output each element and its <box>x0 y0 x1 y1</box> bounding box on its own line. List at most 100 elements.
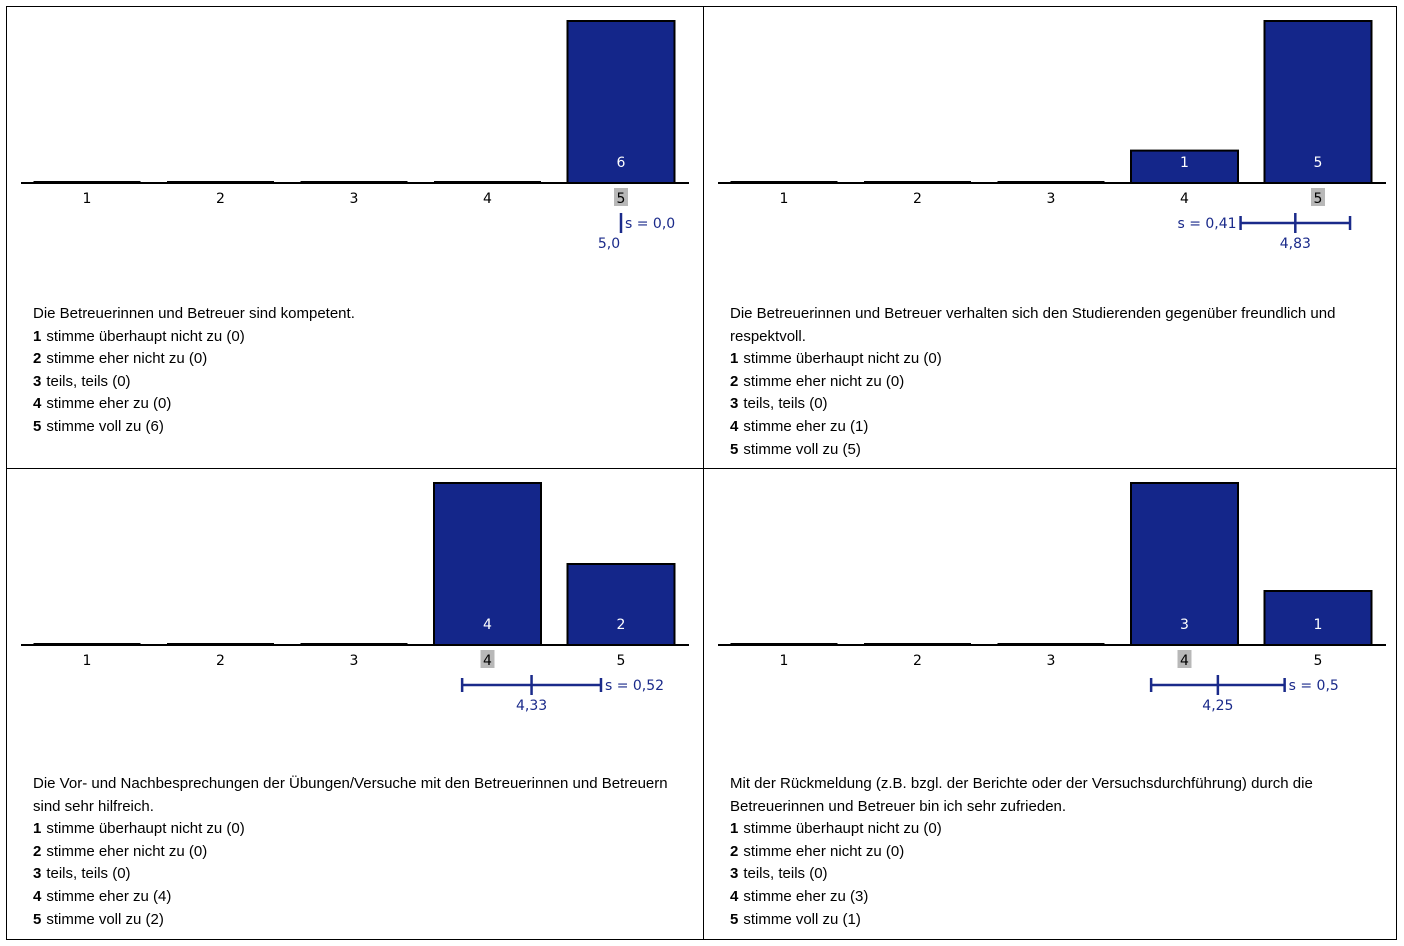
chart-svg-4: 3 1 1 2 3 4 5 4,25 s = 0,5 <box>718 482 1386 714</box>
option-3-3: 3 teils, teils (0) <box>33 863 673 886</box>
panel-2: 1 5 1 2 3 4 5 4,83 s = 0,41 Die Betreuerinnen un… <box>704 7 1396 469</box>
option-number: 5 <box>730 440 739 458</box>
option-number: 5 <box>33 910 42 928</box>
bar-4 <box>433 482 542 646</box>
chart-svg-2: 1 5 1 2 3 4 5 4,83 s = 0,41 <box>718 20 1386 252</box>
tick-label-4: 4 <box>1180 653 1189 669</box>
question-block-1: Die Betreuerinnen und Betreuer sind komp… <box>33 303 673 439</box>
option-text: stimme voll zu (6) <box>46 417 164 435</box>
option-4-2: 2 stimme eher nicht zu (0) <box>730 841 1370 864</box>
option-3-2: 2 stimme eher nicht zu (0) <box>33 841 673 864</box>
median-highlight <box>1177 650 1192 668</box>
option-number: 3 <box>730 865 739 883</box>
mean-label: 4,33 <box>516 698 547 714</box>
median-highlight <box>480 650 495 668</box>
tick-label-1: 1 <box>780 191 789 207</box>
option-text: teils, teils (0) <box>743 395 828 413</box>
option-1-4: 4 stimme eher zu (0) <box>33 393 673 416</box>
option-2-4: 4 stimme eher zu (1) <box>730 416 1370 439</box>
option-1-5: 5 stimme voll zu (6) <box>33 416 673 439</box>
option-number: 2 <box>730 372 739 390</box>
tick-label-5: 5 <box>1314 191 1323 207</box>
tick-label-2: 2 <box>216 653 225 669</box>
tick-label-1: 1 <box>780 653 789 669</box>
bar-chart-4: 3 1 1 2 3 4 5 4,25 s = 0,5 <box>704 469 1394 731</box>
bar-value-label: 1 <box>1314 617 1323 633</box>
option-3-1: 1 stimme überhaupt nicht zu (0) <box>33 818 673 841</box>
option-text: stimme eher nicht zu (0) <box>46 350 208 368</box>
option-number: 1 <box>730 350 739 368</box>
panel-1: 6 1 2 3 4 5 5,0 s = 0,0 Die Betreuerinnen und B… <box>7 7 704 469</box>
tick-label-2: 2 <box>216 191 225 207</box>
option-text: stimme voll zu (1) <box>743 910 861 928</box>
mean-label: 4,25 <box>1202 698 1233 714</box>
option-4-5: 5 stimme voll zu (1) <box>730 909 1370 932</box>
tick-label-5: 5 <box>1314 653 1323 669</box>
question-block-2: Die Betreuerinnen und Betreuer verhalten… <box>730 303 1370 461</box>
option-text: stimme eher zu (3) <box>743 887 869 905</box>
bar-chart-1: 6 1 2 3 4 5 5,0 s = 0,0 <box>7 7 697 269</box>
option-number: 2 <box>33 842 42 860</box>
tick-label-2: 2 <box>913 653 922 669</box>
option-number: 5 <box>33 417 42 435</box>
question-block-4: Mit der Rückmeldung (z.B. bzgl. der Beri… <box>730 773 1370 931</box>
sd-label: s = 0,41 <box>1177 216 1236 232</box>
option-number: 1 <box>730 820 739 838</box>
option-text: stimme überhaupt nicht zu (0) <box>46 820 245 838</box>
tick-label-1: 1 <box>83 191 92 207</box>
bar-value-label: 6 <box>617 155 626 171</box>
mean-label: 4,83 <box>1280 236 1311 252</box>
sd-label: s = 0,5 <box>1289 678 1339 694</box>
tick-label-3: 3 <box>350 653 359 669</box>
option-2-5: 5 stimme voll zu (5) <box>730 439 1370 462</box>
option-number: 4 <box>730 887 739 905</box>
bar-5 <box>566 563 676 646</box>
option-text: stimme eher nicht zu (0) <box>743 372 905 390</box>
option-number: 4 <box>33 887 42 905</box>
option-number: 2 <box>33 350 42 368</box>
option-number: 4 <box>730 417 739 435</box>
bar-5 <box>566 20 676 184</box>
mean-label: 5,0 <box>598 236 620 252</box>
option-text: stimme überhaupt nicht zu (0) <box>46 327 245 345</box>
panel-4: 3 1 1 2 3 4 5 4,25 s = 0,5 Mit der Rückmeldung (… <box>704 469 1396 939</box>
option-number: 1 <box>33 820 42 838</box>
tick-label-4: 4 <box>1180 191 1189 207</box>
tick-label-3: 3 <box>1047 653 1056 669</box>
option-text: teils, teils (0) <box>743 865 828 883</box>
option-4-4: 4 stimme eher zu (3) <box>730 886 1370 909</box>
tick-label-4: 4 <box>483 653 492 669</box>
option-number: 3 <box>730 395 739 413</box>
median-highlight <box>614 188 628 206</box>
option-number: 1 <box>33 327 42 345</box>
bar-4 <box>1130 149 1239 185</box>
option-text: stimme voll zu (5) <box>743 440 861 458</box>
sd-label: s = 0,52 <box>605 678 664 694</box>
question-text-1: Die Betreuerinnen und Betreuer sind komp… <box>33 305 355 322</box>
bar-value-label: 2 <box>617 617 626 633</box>
option-text: stimme eher nicht zu (0) <box>46 842 208 860</box>
option-text: teils, teils (0) <box>46 865 131 883</box>
option-text: stimme voll zu (2) <box>46 910 164 928</box>
option-4-3: 3 teils, teils (0) <box>730 863 1370 886</box>
bar-value-label: 4 <box>483 617 492 633</box>
bar-4 <box>1130 482 1239 646</box>
tick-label-3: 3 <box>350 191 359 207</box>
bar-value-label: 5 <box>1314 155 1323 171</box>
option-number: 2 <box>730 842 739 860</box>
chart-svg-3: 4 2 1 2 3 4 5 4,33 s = 0,52 <box>21 482 689 714</box>
option-2-1: 1 stimme überhaupt nicht zu (0) <box>730 348 1370 371</box>
option-number: 3 <box>33 865 42 883</box>
tick-label-5: 5 <box>617 653 626 669</box>
tick-label-3: 3 <box>1047 191 1056 207</box>
bar-chart-2: 1 5 1 2 3 4 5 4,83 s = 0,41 <box>704 7 1394 269</box>
median-highlight <box>1311 188 1325 206</box>
bar-value-label: 3 <box>1180 617 1189 633</box>
option-text: stimme eher zu (0) <box>46 395 172 413</box>
option-text: stimme überhaupt nicht zu (0) <box>743 350 942 368</box>
option-2-2: 2 stimme eher nicht zu (0) <box>730 371 1370 394</box>
sd-error-bar <box>460 675 603 695</box>
question-text-4: Mit der Rückmeldung (z.B. bzgl. der Beri… <box>730 775 1313 815</box>
option-number: 5 <box>730 910 739 928</box>
option-text: stimme eher zu (1) <box>743 417 869 435</box>
